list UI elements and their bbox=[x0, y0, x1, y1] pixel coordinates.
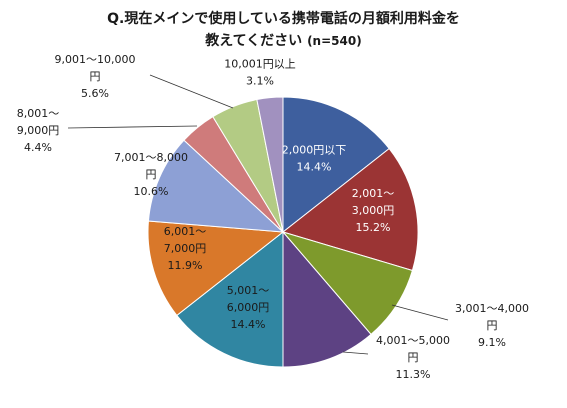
leader-line-9 bbox=[149, 74, 234, 109]
slice-label-8: 8,001～ 9,000円 4.4% bbox=[17, 107, 60, 154]
slice-category-10: 10,001円以上 bbox=[224, 58, 296, 71]
slice-category-8: 9,000円 bbox=[17, 124, 60, 137]
pie-slice-10 bbox=[256, 96, 284, 233]
slice-category-4: 4,001～5,000 bbox=[376, 334, 450, 347]
slice-category-5: 5,001～ bbox=[227, 284, 270, 297]
slice-category-7: 7,001～8,000 bbox=[114, 151, 188, 164]
slice-label-2: 2,001～ 3,000円 15.2% bbox=[352, 187, 395, 234]
slice-value-8: 4.4% bbox=[24, 141, 52, 154]
slice-category-6: 7,000円 bbox=[164, 242, 207, 255]
pie-slice-7 bbox=[147, 139, 285, 233]
slice-category-2: 2,001～ bbox=[352, 187, 395, 200]
slice-category-9: 9,001～10,000 bbox=[55, 53, 136, 66]
slice-label-1: 2,000円以下 14.4% bbox=[282, 144, 347, 174]
slice-value-3: 9.1% bbox=[478, 336, 506, 349]
slice-category-7: 円 bbox=[146, 168, 157, 181]
leader-line-3 bbox=[391, 304, 449, 321]
slice-category-4: 円 bbox=[408, 351, 419, 364]
slice-value-9: 5.6% bbox=[81, 87, 109, 100]
slice-value-4: 11.3% bbox=[396, 368, 431, 381]
slice-label-3: 3,001～4,000 円 9.1% bbox=[455, 302, 529, 349]
pie-slice-6 bbox=[147, 220, 285, 317]
slice-category-5: 6,000円 bbox=[227, 301, 270, 314]
slice-label-10: 10,001円以上 3.1% bbox=[224, 58, 296, 88]
slice-label-6: 6,001～ 7,000円 11.9% bbox=[164, 225, 207, 272]
slice-label-4: 4,001～5,000 円 11.3% bbox=[376, 334, 450, 381]
slice-value-2: 15.2% bbox=[356, 221, 391, 234]
pie-slice-2 bbox=[281, 147, 419, 272]
title-line-1: Q.現在メインで使用している携帯電話の月額利用料金を bbox=[107, 11, 460, 27]
slice-value-5: 14.4% bbox=[231, 318, 266, 331]
slice-label-7: 7,001～8,000 円 10.6% bbox=[114, 151, 188, 198]
slice-category-2: 3,000円 bbox=[352, 204, 395, 217]
slice-category-3: 円 bbox=[487, 319, 498, 332]
slice-category-9: 円 bbox=[90, 70, 101, 83]
pie-slice-5 bbox=[176, 230, 284, 368]
leader-line-4 bbox=[342, 351, 369, 355]
slice-category-3: 3,001～4,000 bbox=[455, 302, 529, 315]
slice-value-7: 10.6% bbox=[134, 185, 169, 198]
slice-value-10: 3.1% bbox=[246, 75, 274, 88]
slice-value-6: 11.9% bbox=[168, 259, 203, 272]
slice-label-9: 9,001～10,000 円 5.6% bbox=[55, 53, 136, 100]
slice-category-6: 6,001～ bbox=[164, 225, 207, 238]
chart-subtitle: (n=540) bbox=[307, 34, 362, 48]
pie-slice-1 bbox=[282, 96, 390, 234]
chart-title: Q.現在メインで使用している携帯電話の月額利用料金を 教えてください (n=54… bbox=[0, 8, 567, 52]
slice-value-1: 14.4% bbox=[297, 161, 332, 174]
slice-category-1: 2,000円以下 bbox=[282, 144, 347, 157]
title-line-2: 教えてください bbox=[205, 33, 303, 49]
pie-slice-4 bbox=[282, 230, 372, 368]
leader-line-8 bbox=[67, 125, 198, 129]
slice-label-5: 5,001～ 6,000円 14.4% bbox=[227, 284, 270, 331]
slice-category-8: 8,001～ bbox=[17, 107, 60, 120]
